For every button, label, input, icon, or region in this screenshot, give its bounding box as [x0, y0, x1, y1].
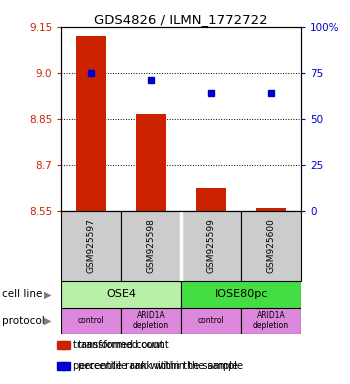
Bar — [241, 210, 301, 281]
Text: ▶: ▶ — [43, 316, 51, 326]
Bar — [121, 308, 181, 334]
Text: control: control — [198, 316, 224, 325]
Text: OSE4: OSE4 — [106, 290, 136, 300]
Bar — [181, 281, 301, 308]
Bar — [61, 281, 181, 308]
Bar — [121, 210, 181, 281]
Text: cell line: cell line — [2, 290, 42, 300]
Bar — [241, 308, 301, 334]
Text: ARID1A
depletion: ARID1A depletion — [253, 311, 289, 331]
Bar — [61, 308, 121, 334]
Text: control: control — [78, 316, 105, 325]
Text: ARID1A
depletion: ARID1A depletion — [133, 311, 169, 331]
Text: percentile rank within the sample: percentile rank within the sample — [78, 361, 243, 371]
Bar — [256, 208, 286, 210]
Text: ▶: ▶ — [43, 290, 51, 300]
Text: IOSE80pc: IOSE80pc — [214, 290, 268, 300]
Bar — [196, 188, 226, 210]
Bar — [61, 210, 121, 281]
Title: GDS4826 / ILMN_1772722: GDS4826 / ILMN_1772722 — [94, 13, 268, 26]
Text: GSM925598: GSM925598 — [147, 218, 156, 273]
Text: transformed count: transformed count — [73, 339, 164, 349]
Bar — [76, 36, 106, 210]
Text: protocol: protocol — [2, 316, 44, 326]
Text: GSM925599: GSM925599 — [206, 218, 216, 273]
Bar — [181, 308, 241, 334]
Bar — [136, 114, 166, 210]
Text: GSM925600: GSM925600 — [267, 218, 275, 273]
Text: percentile rank within the sample: percentile rank within the sample — [73, 361, 238, 371]
Text: GSM925597: GSM925597 — [87, 218, 96, 273]
Text: transformed count: transformed count — [78, 339, 169, 349]
Bar — [181, 210, 241, 281]
